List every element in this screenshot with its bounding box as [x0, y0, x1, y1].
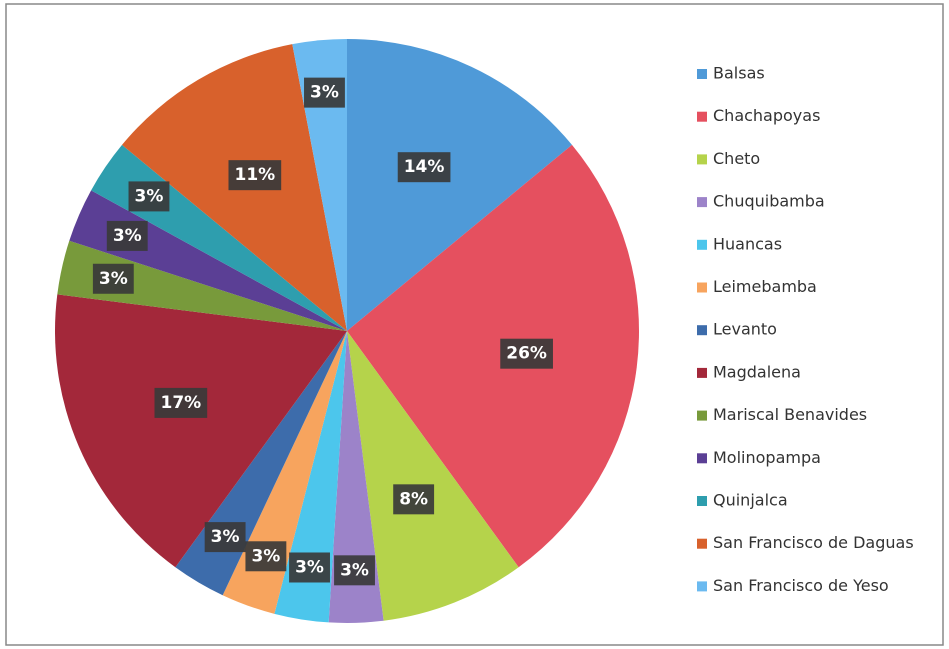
- pie-slice: [292, 39, 347, 331]
- legend-swatch: [697, 367, 707, 378]
- legend-swatch: [697, 325, 707, 336]
- legend-label: San Francisco de Daguas: [713, 533, 914, 552]
- data-label: 17%: [160, 393, 201, 413]
- data-label-box: [393, 484, 435, 515]
- pie: [55, 39, 640, 624]
- pie-slice: [274, 331, 347, 623]
- legend-label: Huancas: [713, 234, 782, 253]
- legend-label: Molinopampa: [713, 448, 821, 467]
- data-label: 3%: [310, 83, 339, 103]
- data-label: 8%: [399, 489, 428, 509]
- legend-label: Quinjalca: [713, 491, 788, 510]
- data-labels: 14% 26% 8% 3% 3% 3% 3% 17% 3% 3% 3% 11% 3%: [92, 77, 553, 586]
- data-label: 3%: [211, 527, 240, 547]
- legend-label: Chuquibamba: [713, 192, 825, 211]
- data-label-box: [289, 552, 330, 583]
- pie-slice: [347, 39, 572, 331]
- legend-swatch: [697, 197, 707, 208]
- data-label-box: [500, 338, 553, 369]
- data-label-box: [92, 263, 134, 294]
- legend-swatch: [697, 69, 707, 79]
- data-label-box: [228, 160, 282, 191]
- legend-label: Mariscal Benavides: [713, 405, 867, 424]
- data-label-box: [397, 152, 451, 183]
- data-label: 26%: [506, 344, 547, 364]
- legend: Balsas Chachapoyas Cheto Chuquibamba Huancas…: [697, 64, 914, 595]
- data-label: 3%: [340, 560, 369, 580]
- legend-label: Levanto: [713, 320, 777, 339]
- data-label-box: [204, 522, 246, 553]
- data-label: 3%: [251, 546, 280, 566]
- data-label: 3%: [99, 269, 128, 289]
- legend-swatch: [697, 410, 707, 421]
- data-label-box: [304, 77, 345, 108]
- legend-swatch: [697, 453, 707, 464]
- pie-slice: [347, 331, 519, 621]
- pie-slice: [55, 294, 348, 568]
- legend-swatch: [697, 111, 707, 122]
- pie-slice: [57, 240, 348, 331]
- data-label: 3%: [135, 186, 164, 206]
- data-label-box: [334, 555, 375, 586]
- data-label: 3%: [113, 226, 142, 246]
- legend-label: Magdalena: [713, 362, 801, 381]
- legend-swatch: [697, 154, 707, 165]
- data-label-box: [128, 181, 170, 212]
- pie-slice: [347, 144, 640, 568]
- legend-label: Cheto: [713, 149, 760, 168]
- legend-swatch: [697, 538, 707, 549]
- data-label: 11%: [234, 165, 275, 185]
- data-label: 3%: [295, 557, 324, 577]
- legend-swatch: [697, 581, 707, 592]
- data-label: 14%: [404, 157, 445, 177]
- data-label-box: [245, 541, 287, 572]
- data-label-box: [106, 220, 148, 251]
- legend-label: San Francisco de Yeso: [713, 576, 889, 595]
- legend-swatch: [697, 239, 707, 250]
- legend-swatch: [697, 282, 707, 293]
- data-label-box: [154, 387, 208, 418]
- legend-label: Balsas: [713, 64, 765, 83]
- legend-swatch: [697, 496, 707, 506]
- legend-label: Chachapoyas: [713, 106, 820, 125]
- pie-slice: [328, 331, 384, 624]
- legend-label: Leimebamba: [713, 277, 817, 296]
